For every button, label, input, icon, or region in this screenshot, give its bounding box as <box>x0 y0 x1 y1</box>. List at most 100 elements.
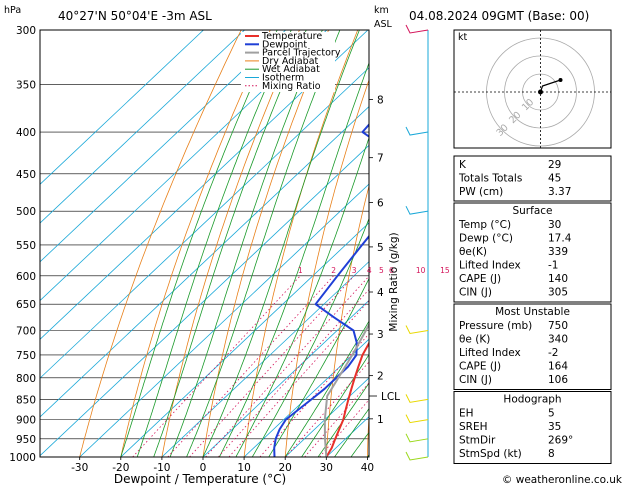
km-tick-label: 8 <box>377 95 384 107</box>
legend-label: Parcel Trajectory <box>262 48 341 59</box>
legend-label: Dewpoint <box>262 39 307 50</box>
wind-barb-icon <box>405 205 429 215</box>
mixing-ratio-line <box>218 288 369 457</box>
stat-value: 269° <box>548 435 573 447</box>
wet-adiabat-line <box>136 30 292 457</box>
mixing-ratio-label: 10 <box>416 266 426 275</box>
isotherm-line <box>40 30 286 263</box>
dry-adiabat-line <box>243 30 359 457</box>
stat-label: K <box>459 159 467 171</box>
hodograph-frame <box>453 29 612 149</box>
pressure-tick-label: 350 <box>16 80 36 92</box>
section-title: Hodograph <box>503 394 561 406</box>
mixing-ratio-line <box>259 333 369 457</box>
stat-value: 35 <box>548 421 561 433</box>
isotherm-line <box>40 30 369 340</box>
wind-barb-icon <box>405 414 429 424</box>
stat-label: θe (K) <box>459 334 490 346</box>
stat-label: SREH <box>459 421 488 433</box>
x-tick-label: 20 <box>279 462 292 474</box>
mixing-ratio-line <box>132 275 301 457</box>
stat-label: EH <box>459 408 474 420</box>
hodograph-point <box>558 78 563 82</box>
indices-box <box>453 155 612 202</box>
stat-label: Pressure (mb) <box>459 320 532 332</box>
stat-label: Dewp (°C) <box>459 233 513 245</box>
mixing-ratio-label: 3 <box>352 266 357 275</box>
mixing-ratio-axis-label: Mixing Ratio (g/kg) <box>388 232 400 331</box>
surface-box <box>453 202 612 303</box>
isotherm-line <box>40 30 328 302</box>
mixing-ratio-line <box>205 275 369 457</box>
wind-barb-icon <box>405 451 429 461</box>
isotherm-line <box>202 299 369 457</box>
stat-value: -1 <box>548 260 558 272</box>
mixing-ratio-label: 5 <box>379 266 384 275</box>
plot-frame <box>39 29 370 458</box>
hodograph-unit-label: kt <box>458 32 468 43</box>
pressure-tick-label: 450 <box>16 169 36 181</box>
isotherm-line <box>79 183 369 457</box>
pressure-tick-label: 1000 <box>9 452 36 464</box>
isotherm-line <box>243 338 369 457</box>
stat-label: StmDir <box>459 435 496 447</box>
pressure-tick-label: 700 <box>16 326 36 338</box>
stat-value: 164 <box>548 361 568 373</box>
stat-label: CIN (J) <box>459 287 492 299</box>
wet-adiabat-line <box>235 136 369 457</box>
x-tick-label: -20 <box>112 462 129 474</box>
mixing-ratio-label: 6 <box>389 266 394 275</box>
isotherm-line <box>161 261 369 457</box>
hodograph-stats-box <box>453 391 612 464</box>
mixing-ratio-label: 2 <box>331 266 336 275</box>
x-tick-label: 0 <box>200 462 207 474</box>
stat-value: 45 <box>548 173 561 185</box>
wet-adiabat-line <box>317 382 369 457</box>
km-tick-label: 6 <box>377 198 384 210</box>
wet-adiabat-line <box>169 30 323 457</box>
wet-adiabat-line <box>153 30 307 457</box>
stat-value: 340 <box>548 334 568 346</box>
most-unstable-box <box>453 303 612 390</box>
km-tick-label: 3 <box>377 329 384 341</box>
legend-box <box>241 32 335 92</box>
mixing-ratio-line <box>228 300 369 457</box>
x-tick-label: 40 <box>361 462 374 474</box>
stat-value: 29 <box>548 159 561 171</box>
stat-value: -2 <box>548 347 558 359</box>
stat-value: 140 <box>548 273 568 285</box>
km-tick-label: 5 <box>377 242 384 254</box>
stat-label: CIN (J) <box>459 374 492 386</box>
wind-barb-icon <box>405 126 429 136</box>
pressure-tick-label: 550 <box>16 240 36 252</box>
series-dewpoint <box>273 123 369 457</box>
stat-label: StmSpd (kt) <box>459 448 522 460</box>
stat-value: 305 <box>548 287 568 299</box>
wind-barb-icon <box>405 24 429 34</box>
pressure-tick-label: 300 <box>16 25 36 37</box>
mixing-ratio-line <box>167 275 334 457</box>
stat-label: CAPE (J) <box>459 273 501 285</box>
stat-value: 106 <box>548 374 568 386</box>
mixing-ratio-line <box>189 275 355 457</box>
mixing-ratio-label: 1 <box>298 266 303 275</box>
stat-value: 5 <box>548 408 555 420</box>
stat-value: 30 <box>548 219 561 231</box>
dry-adiabat-line <box>161 30 300 457</box>
dry-adiabat-line <box>325 184 369 457</box>
wind-barb-icon <box>405 433 429 443</box>
pressure-tick-label: 800 <box>16 373 36 385</box>
wind-barb-icon <box>405 394 429 403</box>
stat-value: 750 <box>548 320 568 332</box>
pressure-tick-label: 900 <box>16 415 36 427</box>
pressure-tick-label: 750 <box>16 350 36 362</box>
mixing-ratio-label: 4 <box>367 266 372 275</box>
x-tick-label: -10 <box>153 462 170 474</box>
legend-label: Isotherm <box>262 73 304 84</box>
wind-barb-icon <box>405 325 429 335</box>
wet-adiabat-line <box>334 407 369 457</box>
dry-adiabat-line <box>202 30 329 457</box>
stat-value: 339 <box>548 246 568 258</box>
mixing-ratio-label: 15 <box>440 266 450 275</box>
section-title: Most Unstable <box>495 306 570 318</box>
